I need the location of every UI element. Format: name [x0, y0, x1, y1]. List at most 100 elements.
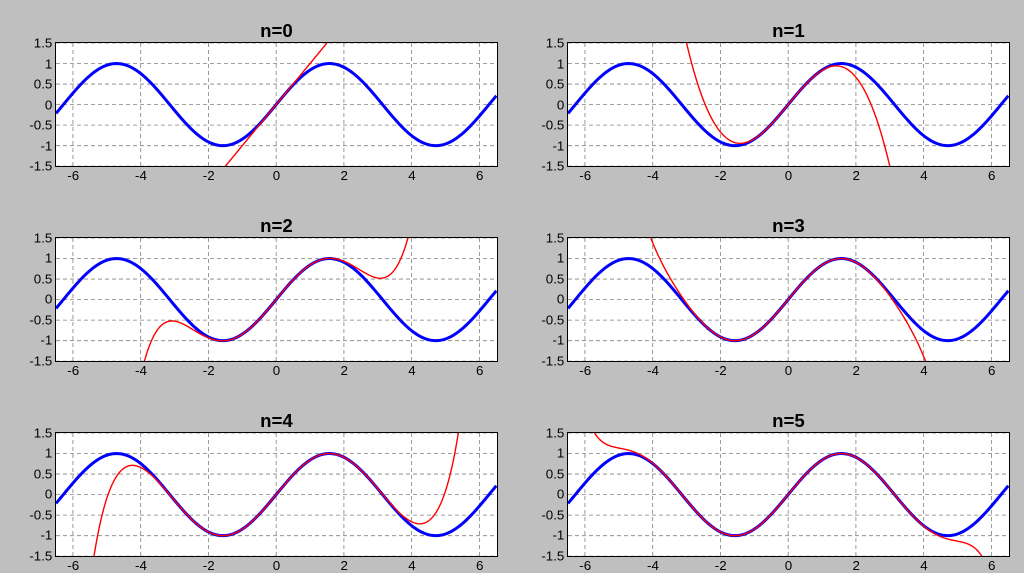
x-tick-label: 6 — [988, 558, 995, 573]
y-tick-label: -1.5 — [29, 353, 52, 368]
x-tick-label: 4 — [408, 558, 415, 573]
x-tick-label: -2 — [203, 558, 215, 573]
x-tick-label: -4 — [647, 363, 659, 378]
y-tick-label: -0.5 — [541, 118, 564, 133]
plot-svg — [56, 433, 496, 556]
y-tick-label: -1.5 — [29, 159, 52, 174]
plot-svg — [568, 238, 1008, 361]
y-tick-label: 1 — [45, 446, 52, 461]
x-tick-label: 0 — [273, 363, 280, 378]
y-tick-label: -0.5 — [541, 312, 564, 327]
y-tick-label: 0 — [557, 97, 564, 112]
x-tick-label: 0 — [273, 558, 280, 573]
y-tick-label: 0 — [557, 292, 564, 307]
y-tick-label: -0.5 — [29, 507, 52, 522]
y-tick-label: 1 — [45, 251, 52, 266]
x-tick-label: 2 — [340, 558, 347, 573]
subplot-n4: n=4-6-4-20246-1.5-1-0.500.511.5 — [56, 433, 496, 556]
y-tick-label: 1.5 — [546, 425, 565, 440]
x-tick-label: 4 — [408, 363, 415, 378]
x-tick-label: -4 — [647, 558, 659, 573]
subplot-title: n=2 — [56, 215, 496, 237]
y-tick-label: 0 — [45, 487, 52, 502]
x-tick-label: -6 — [579, 363, 591, 378]
x-tick-label: -2 — [715, 363, 727, 378]
x-tick-label: -4 — [647, 168, 659, 183]
x-tick-label: 0 — [785, 558, 792, 573]
y-tick-label: -1 — [40, 528, 52, 543]
x-tick-label: 2 — [852, 558, 859, 573]
y-tick-label: -1 — [40, 333, 52, 348]
x-tick-label: 4 — [920, 363, 927, 378]
y-tick-label: 0.5 — [34, 466, 53, 481]
subplot-title: n=0 — [56, 20, 496, 42]
plot-area: -6-4-20246-1.5-1-0.500.511.5 — [56, 238, 496, 361]
y-tick-label: 1.5 — [34, 35, 53, 50]
subplot-title: n=4 — [56, 410, 496, 432]
x-tick-label: 2 — [340, 363, 347, 378]
plot-area: -6-4-20246-1.5-1-0.500.511.5 — [568, 43, 1008, 166]
y-tick-label: 0 — [557, 487, 564, 502]
x-tick-label: -2 — [715, 168, 727, 183]
y-tick-label: -1 — [552, 138, 564, 153]
x-tick-label: 6 — [476, 558, 483, 573]
plot-area: -6-4-20246-1.5-1-0.500.511.5 — [56, 43, 496, 166]
x-tick-label: 0 — [273, 168, 280, 183]
y-tick-label: 0.5 — [546, 271, 565, 286]
y-tick-label: -0.5 — [29, 118, 52, 133]
x-tick-label: 4 — [920, 558, 927, 573]
y-tick-label: -0.5 — [29, 312, 52, 327]
x-tick-label: -4 — [135, 168, 147, 183]
y-tick-label: 1.5 — [546, 230, 565, 245]
x-tick-label: 2 — [852, 363, 859, 378]
y-tick-label: 0 — [45, 97, 52, 112]
x-tick-label: -6 — [67, 363, 79, 378]
x-tick-label: 6 — [988, 363, 995, 378]
subplot-n3: n=3-6-4-20246-1.5-1-0.500.511.5 — [568, 238, 1008, 361]
x-tick-label: -6 — [579, 558, 591, 573]
y-tick-label: -1.5 — [541, 548, 564, 563]
y-tick-label: -0.5 — [541, 507, 564, 522]
x-tick-label: 4 — [920, 168, 927, 183]
y-tick-label: 0 — [45, 292, 52, 307]
x-tick-label: 0 — [785, 363, 792, 378]
y-tick-label: 1.5 — [34, 230, 53, 245]
plot-area: -6-4-20246-1.5-1-0.500.511.5 — [56, 433, 496, 556]
x-tick-label: 6 — [476, 363, 483, 378]
x-tick-label: 4 — [408, 168, 415, 183]
subplot-title: n=1 — [568, 20, 1008, 42]
x-tick-label: 0 — [785, 168, 792, 183]
plot-area: -6-4-20246-1.5-1-0.500.511.5 — [568, 433, 1008, 556]
subplot-n0: n=0-6-4-20246-1.5-1-0.500.511.5 — [56, 43, 496, 166]
subplot-n2: n=2-6-4-20246-1.5-1-0.500.511.5 — [56, 238, 496, 361]
subplot-title: n=3 — [568, 215, 1008, 237]
y-tick-label: 0.5 — [546, 466, 565, 481]
y-tick-label: 1 — [557, 56, 564, 71]
y-tick-label: -1.5 — [29, 548, 52, 563]
subplot-n1: n=1-6-4-20246-1.5-1-0.500.511.5 — [568, 43, 1008, 166]
x-tick-label: -2 — [715, 558, 727, 573]
x-tick-label: -4 — [135, 558, 147, 573]
figure: n=0-6-4-20246-1.5-1-0.500.511.5n=1-6-4-2… — [0, 0, 1024, 573]
x-tick-label: -6 — [67, 168, 79, 183]
subplot-n5: n=5-6-4-20246-1.5-1-0.500.511.5 — [568, 433, 1008, 556]
x-tick-label: -6 — [579, 168, 591, 183]
x-tick-label: 6 — [476, 168, 483, 183]
x-tick-label: -4 — [135, 363, 147, 378]
x-tick-label: 6 — [988, 168, 995, 183]
x-tick-label: -6 — [67, 558, 79, 573]
x-tick-label: 2 — [852, 168, 859, 183]
x-tick-label: 2 — [340, 168, 347, 183]
y-tick-label: 0.5 — [546, 77, 565, 92]
y-tick-label: -1 — [552, 333, 564, 348]
y-tick-label: 1.5 — [546, 35, 565, 50]
x-tick-label: -2 — [203, 168, 215, 183]
y-tick-label: -1.5 — [541, 353, 564, 368]
subplot-title: n=5 — [568, 410, 1008, 432]
y-tick-label: -1 — [552, 528, 564, 543]
y-tick-label: 1.5 — [34, 425, 53, 440]
y-tick-label: 1 — [45, 56, 52, 71]
plot-area: -6-4-20246-1.5-1-0.500.511.5 — [568, 238, 1008, 361]
y-tick-label: 0.5 — [34, 271, 53, 286]
plot-svg — [56, 238, 496, 361]
